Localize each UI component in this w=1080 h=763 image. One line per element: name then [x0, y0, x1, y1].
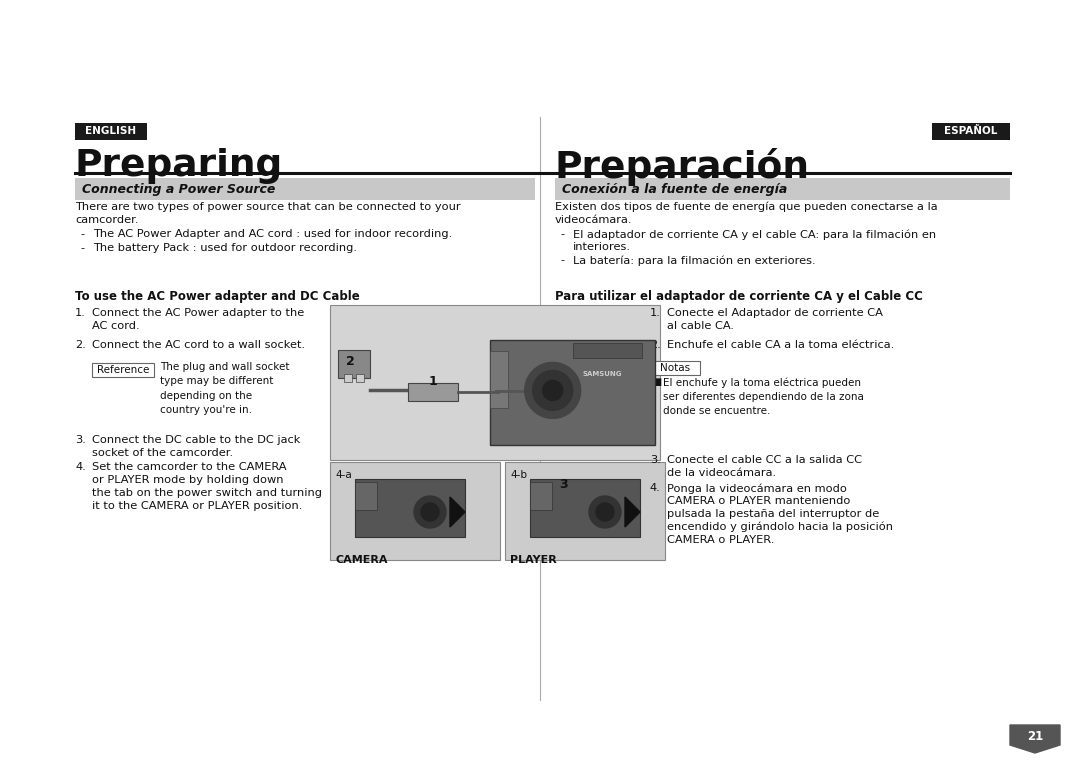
Text: interiores.: interiores.	[573, 242, 631, 252]
Bar	[932, 123, 1010, 140]
Polygon shape	[625, 497, 640, 527]
Bar	[330, 462, 500, 560]
Text: El enchufe y la toma eléctrica pueden
ser diferentes dependiendo de la zona
dond: El enchufe y la toma eléctrica pueden se…	[663, 377, 864, 417]
Text: Enchufe el cable CA a la toma eléctrica.: Enchufe el cable CA a la toma eléctrica.	[667, 340, 894, 350]
Bar	[75, 123, 147, 140]
Polygon shape	[543, 381, 563, 401]
Bar	[75, 178, 535, 200]
Text: 21: 21	[1027, 730, 1043, 743]
Text: videocámara.: videocámara.	[555, 215, 633, 225]
Text: SAMSUNG: SAMSUNG	[582, 371, 622, 377]
Text: 3: 3	[558, 478, 567, 491]
Bar	[355, 482, 377, 510]
Text: 2: 2	[346, 355, 354, 368]
Text: Notas: Notas	[660, 363, 690, 373]
Text: socket of the camcorder.: socket of the camcorder.	[92, 448, 233, 458]
Bar	[572, 343, 642, 358]
Polygon shape	[532, 370, 572, 410]
Text: Connecting a Power Source: Connecting a Power Source	[82, 183, 275, 197]
Text: Conecte el cable CC a la salida CC: Conecte el cable CC a la salida CC	[667, 455, 862, 465]
Text: CAMERA: CAMERA	[335, 555, 388, 565]
Bar	[490, 340, 654, 445]
Text: al cable CA.: al cable CA.	[667, 321, 734, 331]
Text: Set the camcorder to the CAMERA: Set the camcorder to the CAMERA	[92, 462, 286, 472]
Bar	[505, 462, 665, 560]
Text: 3.: 3.	[650, 455, 661, 465]
Bar	[530, 482, 552, 510]
Polygon shape	[596, 503, 615, 521]
Text: 4-a: 4-a	[335, 470, 352, 480]
Text: Ponga la videocámara en modo: Ponga la videocámara en modo	[667, 483, 847, 494]
Text: The AC Power Adapter and AC cord : used for indoor recording.: The AC Power Adapter and AC cord : used …	[93, 229, 453, 239]
Text: pulsada la pestaña del interruptor de: pulsada la pestaña del interruptor de	[667, 509, 879, 519]
Text: ■: ■	[652, 377, 661, 387]
Polygon shape	[1010, 725, 1059, 753]
Text: encendido y girándolo hacia la posición: encendido y girándolo hacia la posición	[667, 522, 893, 533]
Text: There are two types of power source that can be connected to your: There are two types of power source that…	[75, 202, 461, 212]
Text: 4.: 4.	[75, 462, 85, 472]
Polygon shape	[414, 496, 446, 528]
Polygon shape	[525, 362, 581, 418]
Text: PLAYER: PLAYER	[510, 555, 557, 565]
Text: ESPAÑOL: ESPAÑOL	[944, 126, 998, 136]
Text: Conecte el Adaptador de corriente CA: Conecte el Adaptador de corriente CA	[667, 308, 882, 318]
Bar	[330, 305, 660, 460]
Polygon shape	[421, 503, 438, 521]
Text: -: -	[561, 229, 564, 239]
Text: -: -	[80, 243, 84, 253]
Bar	[92, 363, 154, 377]
Text: CAMERA o PLAYER manteniendo: CAMERA o PLAYER manteniendo	[667, 496, 850, 506]
Text: or PLAYER mode by holding down: or PLAYER mode by holding down	[92, 475, 283, 485]
Text: Connect the DC cable to the DC jack: Connect the DC cable to the DC jack	[92, 435, 300, 445]
Bar	[338, 350, 370, 378]
Text: -: -	[80, 229, 84, 239]
Text: La batería: para la filmación en exteriores.: La batería: para la filmación en exterio…	[573, 255, 815, 266]
Text: Connect the AC cord to a wall socket.: Connect the AC cord to a wall socket.	[92, 340, 306, 350]
Text: 2.: 2.	[650, 340, 661, 350]
Bar	[490, 350, 508, 408]
Text: 1.: 1.	[75, 308, 86, 318]
Text: -: -	[561, 255, 564, 265]
Text: 3.: 3.	[75, 435, 86, 445]
Text: Reference: Reference	[97, 365, 149, 375]
Text: 4-b: 4-b	[510, 470, 527, 480]
Text: El adaptador de corriente CA y el cable CA: para la filmación en: El adaptador de corriente CA y el cable …	[573, 229, 936, 240]
Text: de la videocámara.: de la videocámara.	[667, 468, 777, 478]
Text: camcorder.: camcorder.	[75, 215, 138, 225]
Bar	[555, 178, 1010, 200]
Text: AC cord.: AC cord.	[92, 321, 139, 331]
Text: 1.: 1.	[650, 308, 661, 318]
Bar	[355, 479, 465, 537]
Bar	[408, 383, 458, 401]
Bar	[530, 479, 640, 537]
Text: To use the AC Power adapter and DC Cable: To use the AC Power adapter and DC Cable	[75, 290, 360, 303]
Text: Preparación: Preparación	[555, 148, 810, 186]
Text: 4.: 4.	[650, 483, 661, 493]
Text: Preparing: Preparing	[75, 148, 283, 184]
Bar	[650, 361, 700, 375]
Text: 1: 1	[429, 375, 437, 388]
Text: 2.: 2.	[75, 340, 85, 350]
Text: Existen dos tipos de fuente de energía que pueden conectarse a la: Existen dos tipos de fuente de energía q…	[555, 202, 937, 213]
Text: the tab on the power switch and turning: the tab on the power switch and turning	[92, 488, 322, 498]
Polygon shape	[450, 497, 465, 527]
Text: it to the CAMERA or PLAYER position.: it to the CAMERA or PLAYER position.	[92, 501, 302, 511]
Text: Connect the AC Power adapter to the: Connect the AC Power adapter to the	[92, 308, 305, 318]
Text: The plug and wall socket
type may be different
depending on the
country you're i: The plug and wall socket type may be dif…	[160, 362, 289, 415]
Polygon shape	[589, 496, 621, 528]
Text: ENGLISH: ENGLISH	[85, 126, 136, 136]
Text: The battery Pack : used for outdoor recording.: The battery Pack : used for outdoor reco…	[93, 243, 357, 253]
Text: Para utilizar el adaptador de corriente CA y el Cable CC: Para utilizar el adaptador de corriente …	[555, 290, 923, 303]
Bar	[546, 387, 561, 395]
Text: CAMERA o PLAYER.: CAMERA o PLAYER.	[667, 535, 774, 545]
Text: Conexión a la fuente de energía: Conexión a la fuente de energía	[562, 183, 787, 197]
Bar	[356, 374, 364, 382]
Bar	[345, 374, 352, 382]
